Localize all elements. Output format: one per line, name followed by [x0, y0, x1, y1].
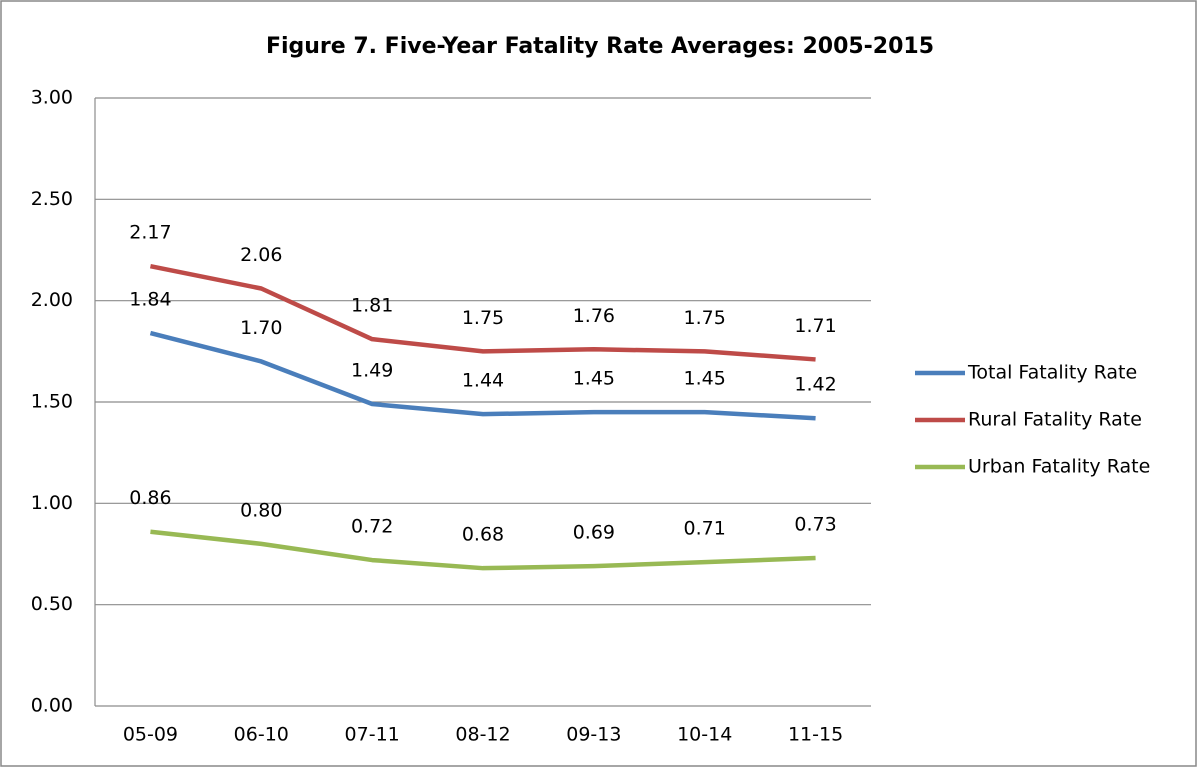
data-label: 0.73 [794, 514, 836, 536]
data-label: 2.06 [240, 244, 282, 266]
data-label: 0.69 [573, 522, 615, 544]
series-line [149, 264, 816, 362]
series-line [150, 529, 816, 571]
data-label: 1.76 [573, 305, 615, 327]
data-label: 1.71 [794, 315, 836, 337]
series-line [149, 330, 816, 421]
y-tick-label: 1.00 [31, 492, 73, 514]
data-label: 1.84 [129, 289, 171, 311]
data-label: 0.86 [129, 487, 171, 509]
data-label: 0.80 [240, 499, 282, 521]
legend-label: Urban Fatality Rate [968, 456, 1150, 478]
data-label: 1.75 [684, 307, 726, 329]
y-tick-label: 2.50 [31, 188, 73, 210]
legend-label: Total Fatality Rate [967, 362, 1137, 384]
x-tick-label: 06-10 [234, 724, 289, 746]
legend-label: Rural Fatality Rate [968, 409, 1142, 431]
x-tick-label: 05-09 [123, 724, 178, 746]
data-label: 1.45 [573, 368, 615, 390]
x-tick-label: 11-15 [788, 724, 843, 746]
data-label: 0.68 [462, 524, 504, 546]
y-tick-label: 1.50 [31, 391, 73, 413]
y-tick-label: 2.00 [31, 289, 73, 311]
data-label: 0.71 [684, 518, 726, 540]
data-label: 1.70 [240, 317, 282, 339]
x-tick-label: 10-14 [677, 724, 732, 746]
y-tick-label: 0.50 [31, 593, 73, 615]
y-tick-label: 0.00 [31, 695, 73, 717]
y-tick-label: 3.00 [31, 87, 73, 109]
x-tick-label: 07-11 [345, 724, 400, 746]
data-label: 1.44 [462, 370, 504, 392]
x-tick-label: 08-12 [455, 724, 510, 746]
data-label: 2.17 [129, 222, 171, 244]
data-label: 1.49 [351, 360, 393, 382]
data-label: 1.75 [462, 307, 504, 329]
data-label: 1.45 [684, 368, 726, 390]
chart-title: Figure 7. Five-Year Fatality Rate Averag… [266, 34, 934, 59]
data-label: 1.81 [351, 295, 393, 317]
data-label: 0.72 [351, 516, 393, 538]
x-tick-label: 09-13 [566, 724, 621, 746]
data-label: 1.42 [794, 374, 836, 396]
